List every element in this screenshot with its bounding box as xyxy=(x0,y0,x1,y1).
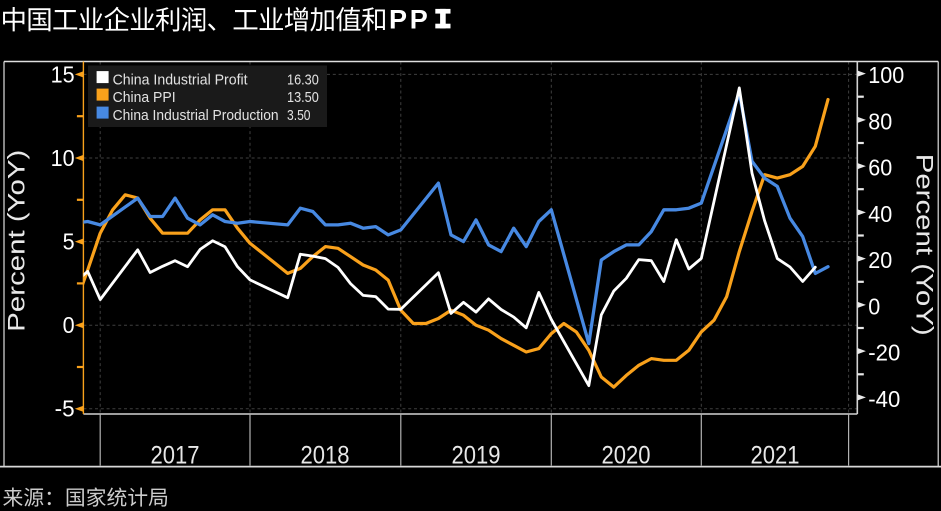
svg-text:0: 0 xyxy=(868,293,880,319)
svg-text:2021: 2021 xyxy=(751,441,800,469)
svg-text:Percent (YoY): Percent (YoY) xyxy=(911,154,938,336)
svg-text:China Industrial Profit: China Industrial Profit xyxy=(113,72,249,89)
svg-text:China PPI: China PPI xyxy=(113,89,176,106)
svg-text:16.30: 16.30 xyxy=(287,72,319,89)
svg-text:80: 80 xyxy=(868,108,892,134)
svg-text:2017: 2017 xyxy=(151,441,200,469)
svg-text:13.50: 13.50 xyxy=(287,89,319,106)
svg-text:-20: -20 xyxy=(868,340,900,366)
svg-text:15: 15 xyxy=(51,61,75,87)
svg-text:China Industrial Production: China Industrial Production xyxy=(113,107,279,124)
svg-text:-40: -40 xyxy=(868,386,900,412)
svg-text:PP: PP xyxy=(389,4,431,34)
svg-text:20: 20 xyxy=(868,247,892,273)
svg-text:60: 60 xyxy=(868,155,892,181)
svg-text:2018: 2018 xyxy=(301,441,350,469)
svg-text:10: 10 xyxy=(51,145,75,171)
svg-text:Percent (YoY): Percent (YoY) xyxy=(4,150,31,332)
svg-text:40: 40 xyxy=(868,201,892,227)
svg-text:100: 100 xyxy=(868,62,904,88)
svg-text:2019: 2019 xyxy=(452,441,501,469)
svg-text:2020: 2020 xyxy=(602,441,651,469)
svg-text:5: 5 xyxy=(63,229,75,255)
svg-text:-5: -5 xyxy=(55,396,75,422)
svg-text:0: 0 xyxy=(63,312,75,338)
svg-text:3.50: 3.50 xyxy=(287,107,311,124)
